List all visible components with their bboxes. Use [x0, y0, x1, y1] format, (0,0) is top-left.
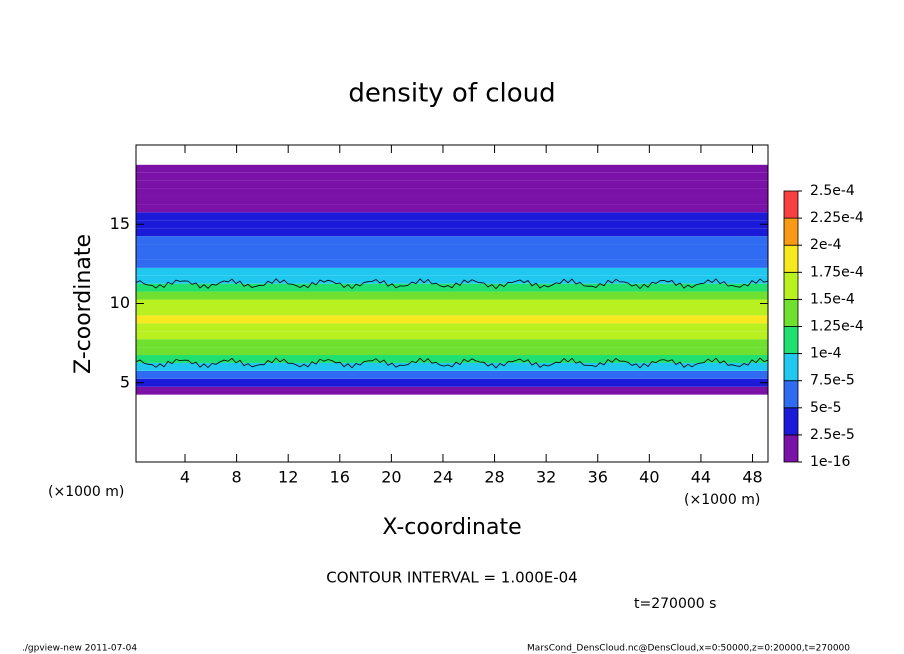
field-band [136, 172, 768, 181]
field-band [136, 220, 768, 229]
field-band [136, 180, 768, 189]
field-band [136, 355, 768, 363]
x-tick-label: 4 [180, 468, 190, 487]
footer-right: MarsCond_DensCloud.nc@DensCloud,x=0:5000… [527, 644, 850, 654]
colorbar-box [783, 190, 799, 219]
colorbar-label: 2e-4 [810, 237, 842, 253]
field-band [136, 315, 768, 324]
colorbar-label: 5e-5 [810, 400, 841, 416]
x-tick-label: 48 [742, 468, 762, 487]
field-band [136, 291, 768, 300]
colorbar-label: 1.5e-4 [810, 291, 855, 307]
x-tick-label: 24 [433, 468, 453, 487]
colorbar-box [783, 407, 799, 436]
colorbar-label: 1.25e-4 [810, 319, 864, 335]
contour-line [135, 278, 769, 290]
field-band [136, 212, 768, 221]
field-band [136, 323, 768, 332]
colorbar-label: 2.25e-4 [810, 210, 864, 226]
footer-left: ./gpview-new 2011-07-04 [22, 644, 137, 654]
field-band [136, 236, 768, 245]
colorbar-box [783, 353, 799, 382]
x-unit-label: (×1000 m) [48, 484, 124, 500]
field-band [136, 299, 768, 308]
field-band [136, 347, 768, 356]
field-band [136, 188, 768, 197]
field-band [136, 378, 768, 387]
field-band [136, 331, 768, 340]
x-tick-label: 8 [232, 468, 242, 487]
colorbar-box [783, 217, 799, 246]
time-note: t=270000 s [634, 596, 716, 612]
field-band [136, 370, 768, 379]
field-band [136, 259, 768, 268]
colorbar-box [783, 271, 799, 300]
y-tick-label: 15 [110, 214, 130, 233]
x-tick-label: 32 [536, 468, 556, 487]
colorbar-label: 1.75e-4 [810, 264, 864, 280]
field-band [136, 228, 768, 237]
field-band [136, 251, 768, 260]
x-unit-label: (×1000 m) [684, 492, 760, 508]
x-tick-label: 36 [588, 468, 608, 487]
y-tick-label: 10 [110, 293, 130, 312]
field-band [136, 196, 768, 205]
field-band [136, 267, 768, 276]
colorbar-label: 1e-4 [810, 346, 842, 362]
chart-title: density of cloud [348, 79, 555, 109]
field-band [136, 164, 768, 173]
field-band [136, 275, 768, 284]
x-tick-label: 12 [278, 468, 298, 487]
colorbar-box [783, 434, 799, 463]
contour-line [135, 357, 769, 369]
x-tick-label: 16 [330, 468, 350, 487]
field-band [136, 386, 768, 395]
colorbar-box [783, 380, 799, 409]
field-band [136, 204, 768, 213]
field-band [136, 307, 768, 316]
x-tick-label: 44 [691, 468, 711, 487]
y-tick-label: 5 [120, 372, 130, 391]
colorbar-label: 2.5e-5 [810, 427, 855, 443]
x-tick-label: 28 [484, 468, 504, 487]
colorbar-box [783, 298, 799, 327]
colorbar-label: 1e-16 [810, 454, 850, 470]
y-axis-label: Z-coordinate [71, 234, 96, 374]
field-band [136, 244, 768, 252]
colorbar-label: 2.5e-4 [810, 183, 855, 199]
field-band [136, 339, 768, 348]
colorbar-box [783, 326, 799, 355]
x-tick-label: 40 [639, 468, 659, 487]
colorbar-label: 7.5e-5 [810, 373, 855, 389]
colorbar-box [783, 244, 799, 273]
contour-note: CONTOUR INTERVAL = 1.000E-04 [326, 569, 577, 587]
x-axis-label: X-coordinate [382, 515, 521, 540]
x-tick-label: 20 [381, 468, 401, 487]
